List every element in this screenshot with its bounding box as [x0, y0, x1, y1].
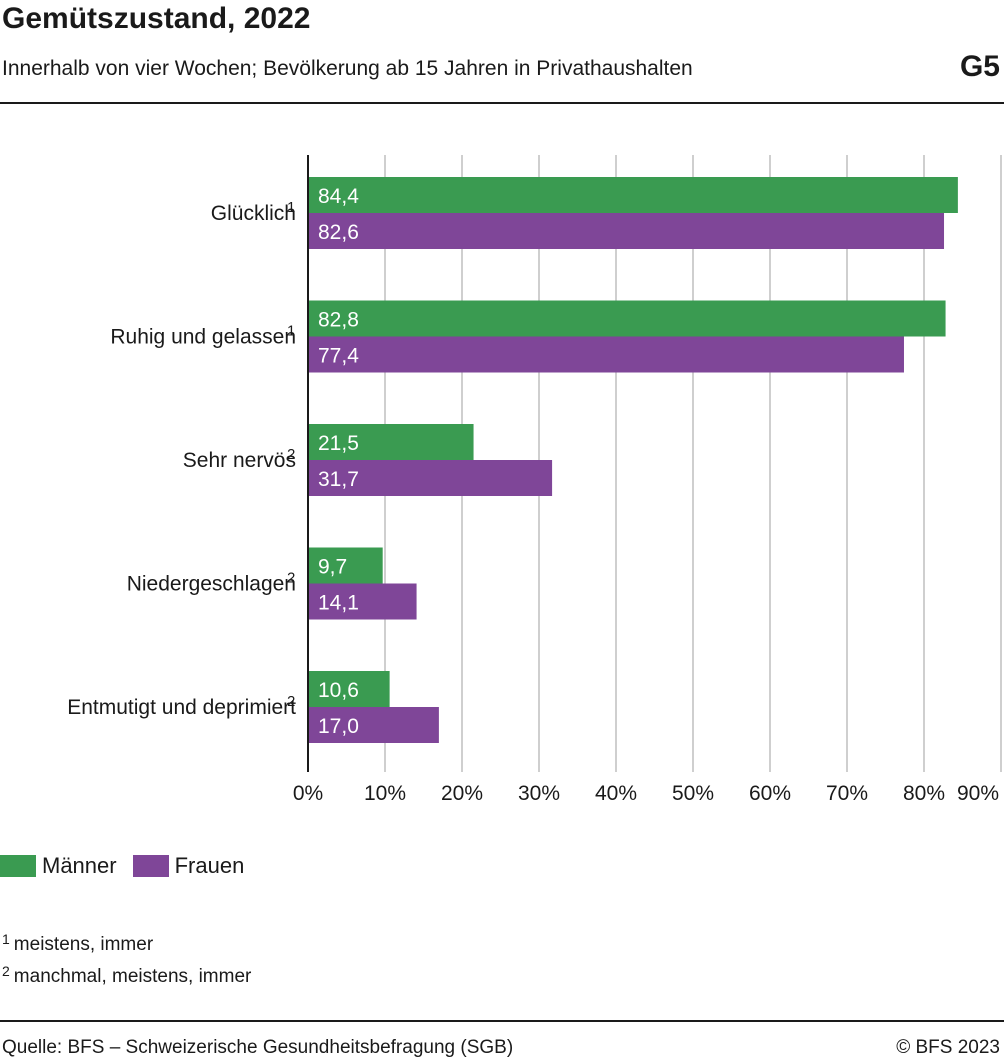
- x-tick-label: 80%: [903, 782, 945, 805]
- legend-swatch-men: [0, 855, 36, 877]
- category-footnote-marker: 2: [287, 693, 295, 710]
- figure-number: G5: [959, 50, 1000, 83]
- x-tick-label: 30%: [518, 782, 560, 805]
- footnote-marker: 2: [2, 963, 10, 979]
- legend-label-women: Frauen: [174, 853, 245, 878]
- bar-women: [308, 583, 417, 620]
- bar-women: [308, 707, 439, 743]
- bar-chart: 0% 10% 20% 30% 40% 50% 60% 70% 80% 90% 84,4 82,6 Glü…: [67, 155, 1002, 805]
- bar-men: [308, 547, 383, 584]
- bar-women: [308, 213, 945, 249]
- bar-men: [308, 424, 474, 460]
- legend-label-men: Männer: [42, 853, 117, 878]
- legend-item-men: Männer: [0, 853, 117, 879]
- data-label: 31,7: [318, 468, 359, 491]
- category-footnote-marker: 1: [287, 199, 295, 216]
- footnote-text: meistens, immer: [13, 934, 154, 955]
- footnote-marker: 1: [2, 931, 10, 947]
- x-tick-label: 70%: [826, 782, 868, 805]
- category-label: Niedergeschlagen: [127, 573, 296, 596]
- data-label: 17,0: [318, 715, 359, 738]
- copyright: © BFS 2023: [896, 1037, 1000, 1058]
- category-footnote-marker: 2: [287, 446, 295, 463]
- data-label: 14,1: [318, 592, 359, 615]
- bar-men: [308, 177, 958, 213]
- footer-divider: [0, 1020, 1004, 1022]
- bar-women: [308, 336, 904, 373]
- legend: Männer Frauen: [0, 853, 260, 879]
- category-label: Glücklich: [211, 202, 296, 225]
- legend-item-women: Frauen: [132, 853, 245, 879]
- category-footnote-marker: 2: [287, 570, 295, 587]
- bar-women: [308, 460, 553, 496]
- source-note: Quelle: BFS – Schweizerische Gesundheits…: [2, 1037, 514, 1058]
- data-label: 9,7: [318, 556, 347, 579]
- x-tick-label: 20%: [441, 782, 483, 805]
- x-tick-label: 40%: [595, 782, 637, 805]
- x-tick-label: 90%: [957, 782, 999, 805]
- footnote-2: 2 manchmal, meistens, immer: [2, 958, 251, 990]
- legend-swatch-women: [132, 855, 169, 877]
- data-label: 82,6: [318, 221, 359, 244]
- chart-title: Gemütszustand, 2022: [2, 2, 311, 35]
- category-label: Sehr nervös: [183, 449, 296, 472]
- category-footnote-marker: 1: [287, 323, 295, 340]
- bar-men: [308, 671, 390, 707]
- x-tick-label: 10%: [364, 782, 406, 805]
- category-label: Entmutigt und deprimiert: [67, 696, 296, 719]
- data-label: 82,8: [318, 309, 359, 332]
- bar-men: [308, 300, 946, 337]
- chart-subtitle: Innerhalb von vier Wochen; Bevölkerung a…: [2, 57, 693, 80]
- x-tick-label: 60%: [749, 782, 791, 805]
- header-divider: [0, 102, 1004, 104]
- data-label: 21,5: [318, 432, 359, 455]
- data-label: 10,6: [318, 679, 359, 702]
- x-tick-label: 50%: [672, 782, 714, 805]
- category-label: Ruhig und gelassen: [110, 326, 296, 349]
- x-tick-label: 0%: [293, 782, 323, 805]
- data-label: 77,4: [318, 345, 359, 368]
- footnote-text: manchmal, meistens, immer: [13, 966, 252, 987]
- footnotes: 1 meistens, immer 2 manchmal, meistens, im…: [2, 926, 251, 990]
- footnote-1: 1 meistens, immer: [2, 926, 251, 958]
- data-label: 84,4: [318, 185, 359, 208]
